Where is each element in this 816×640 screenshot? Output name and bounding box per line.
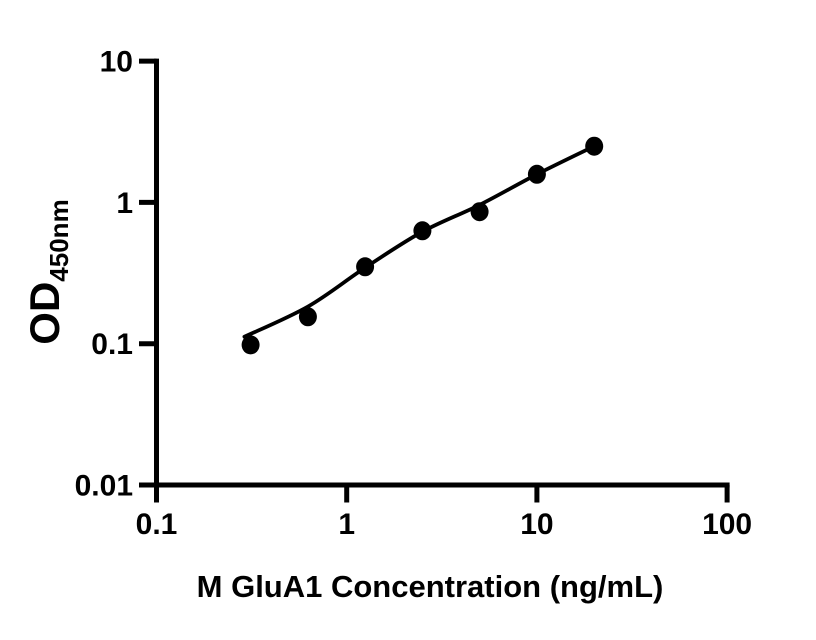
x-tick-label: 100 — [702, 508, 752, 541]
data-point-marker — [241, 335, 260, 355]
data-point-marker — [298, 307, 317, 327]
x-tick-label: 0.1 — [136, 508, 178, 541]
x-tick-label: 1 — [338, 508, 355, 541]
y-tick-label: 10 — [100, 46, 133, 79]
data-point-marker — [470, 202, 489, 222]
y-axis-title: OD450nm — [21, 199, 75, 344]
y-axis-title-main: OD — [21, 281, 68, 345]
y-axis-title-subscript: 450nm — [44, 199, 74, 282]
y-tick-label: 0.1 — [91, 328, 133, 361]
data-point-marker — [527, 164, 546, 184]
data-point-marker — [585, 136, 604, 156]
data-point-marker — [356, 257, 375, 277]
data-series — [241, 136, 604, 355]
x-axis-title: M GluA1 Concentration (ng/mL) — [196, 569, 664, 604]
x-tick-label: 10 — [520, 508, 553, 541]
y-tick-label: 0.01 — [75, 470, 133, 503]
y-tick-label: 1 — [116, 187, 133, 220]
data-point-marker — [413, 221, 432, 241]
